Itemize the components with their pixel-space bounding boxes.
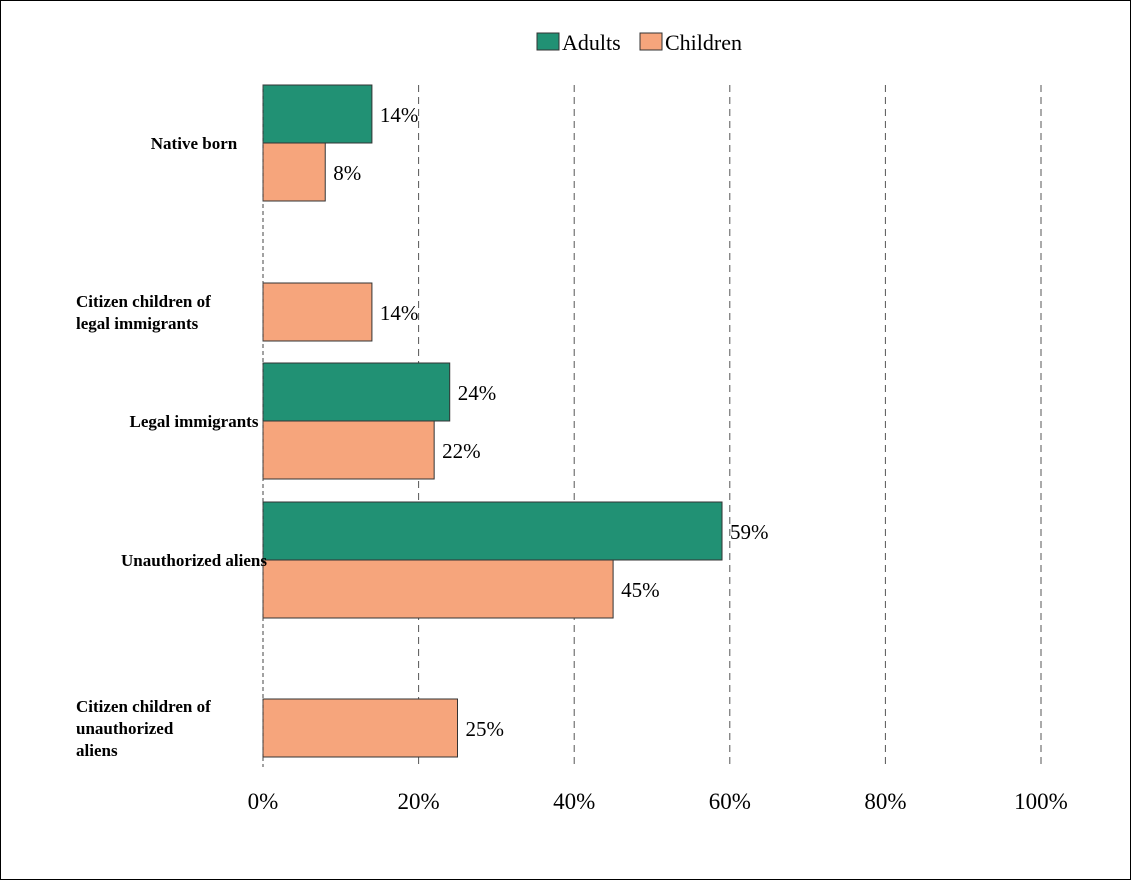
gridlines xyxy=(418,85,1042,767)
data-label: 59% xyxy=(730,520,769,544)
category-label: Native born xyxy=(151,134,238,153)
category-label: Unauthorized aliens xyxy=(121,551,267,570)
bar-children xyxy=(262,420,435,480)
data-label: 14% xyxy=(380,301,419,325)
data-label: 45% xyxy=(621,578,660,602)
bar-children xyxy=(262,282,373,342)
bar-adults xyxy=(262,84,373,144)
category-label: Citizen children of legal immigrants xyxy=(76,292,211,333)
data-label: 8% xyxy=(333,161,361,185)
legend-swatch-children xyxy=(639,32,663,51)
data-label: 14% xyxy=(380,103,419,127)
bar-chart: 0% 20% 40% 60% 80% 100% 14% 8% Native born 14% Cit… xyxy=(76,30,1068,814)
bar-adults xyxy=(262,362,451,422)
legend-swatch-adults xyxy=(536,32,560,51)
bar-children xyxy=(262,698,458,758)
x-tick-label: 40% xyxy=(553,789,595,814)
bar-adults xyxy=(262,501,723,561)
data-label: 22% xyxy=(442,439,481,463)
data-label: 24% xyxy=(458,381,497,405)
bar-children xyxy=(262,142,326,202)
legend-label-children: Children xyxy=(665,30,742,55)
bars xyxy=(262,84,723,758)
x-tick-label: 80% xyxy=(864,789,906,814)
legend: Adults Children xyxy=(536,30,742,55)
x-tick-label: 0% xyxy=(248,789,279,814)
x-tick-label: 100% xyxy=(1014,789,1068,814)
category-label: Citizen children of unauthorized aliens xyxy=(76,697,211,760)
bar-children xyxy=(262,559,614,619)
data-label: 25% xyxy=(466,717,505,741)
x-tick-label: 60% xyxy=(709,789,751,814)
legend-label-adults: Adults xyxy=(562,30,621,55)
x-tick-label: 20% xyxy=(398,789,440,814)
category-label: Legal immigrants xyxy=(130,412,259,431)
labels: 0% 20% 40% 60% 80% 100% 14% 8% Native born 14% Cit… xyxy=(76,103,1068,814)
